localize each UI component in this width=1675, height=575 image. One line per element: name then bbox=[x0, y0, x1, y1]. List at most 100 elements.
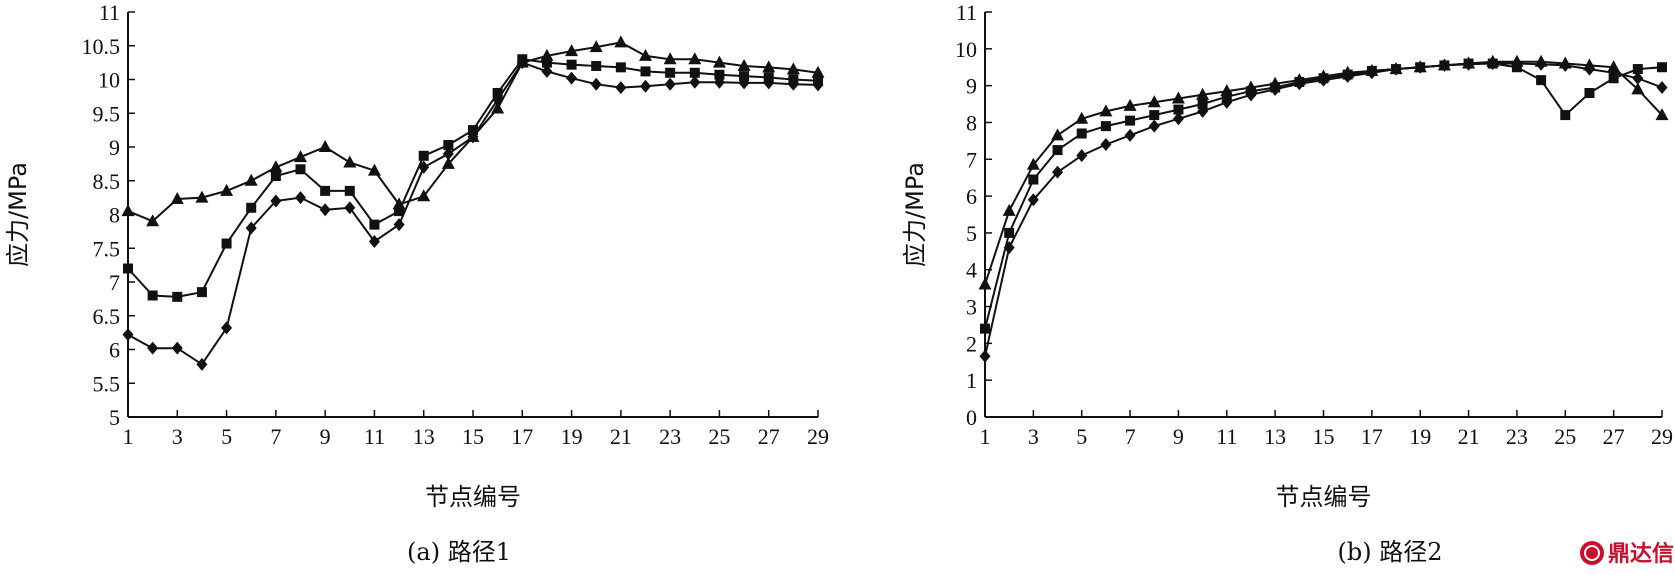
data-point-diamond bbox=[1148, 119, 1160, 133]
watermark-logo-ring bbox=[1584, 545, 1600, 561]
data-point-square bbox=[1173, 104, 1184, 115]
data-point-diamond bbox=[541, 64, 553, 78]
data-point-square bbox=[788, 74, 799, 85]
watermark-logo-icon bbox=[1580, 541, 1604, 565]
x-tick-label: 7 bbox=[1125, 424, 1136, 449]
series-line bbox=[127, 61, 819, 366]
y-tick-label: 10 bbox=[98, 68, 120, 93]
data-point-diamond bbox=[1052, 165, 1064, 179]
series-square bbox=[980, 58, 1667, 334]
data-point-square bbox=[369, 219, 380, 230]
data-point-diamond bbox=[979, 349, 991, 363]
data-point-square bbox=[980, 323, 990, 334]
y-tick-label: 6 bbox=[966, 184, 977, 209]
x-tick-label: 17 bbox=[1361, 424, 1383, 449]
data-point-square bbox=[1657, 62, 1667, 73]
data-point-triangle bbox=[1437, 58, 1451, 71]
x-tick-label: 27 bbox=[1603, 424, 1625, 449]
data-point-triangle bbox=[1558, 56, 1572, 69]
data-point-square bbox=[1004, 227, 1015, 238]
data-point-diamond bbox=[1124, 128, 1136, 142]
x-tick-label: 9 bbox=[320, 424, 331, 449]
series-triangle bbox=[978, 54, 1669, 290]
data-point-square bbox=[295, 164, 306, 175]
x-tick-label: 19 bbox=[1409, 424, 1431, 449]
data-point-diamond bbox=[368, 235, 380, 248]
x-tick-label: 15 bbox=[462, 424, 484, 449]
data-point-diamond bbox=[640, 79, 651, 93]
data-point-diamond bbox=[664, 77, 676, 91]
data-point-triangle bbox=[466, 129, 480, 142]
data-point-square bbox=[813, 75, 823, 86]
series-line bbox=[984, 60, 1663, 285]
data-point-square bbox=[566, 59, 577, 70]
data-point-triangle bbox=[1341, 65, 1355, 78]
data-point-triangle bbox=[565, 44, 579, 57]
data-point-diamond bbox=[295, 191, 306, 205]
y-tick-label: 7 bbox=[109, 270, 120, 295]
data-point-diamond bbox=[393, 218, 405, 232]
data-point-square bbox=[320, 185, 331, 196]
y-tick-label: 10.5 bbox=[82, 34, 121, 59]
data-point-triangle bbox=[343, 155, 357, 168]
y-tick-label: 9 bbox=[966, 74, 977, 99]
data-point-triangle bbox=[146, 214, 160, 227]
x-tick-label: 11 bbox=[364, 424, 385, 449]
data-point-triangle bbox=[1317, 69, 1330, 82]
x-tick-label: 3 bbox=[1028, 424, 1039, 449]
data-point-triangle bbox=[1244, 80, 1258, 93]
series-diamond bbox=[122, 56, 824, 371]
data-point-square bbox=[591, 61, 602, 71]
data-point-square bbox=[443, 139, 454, 150]
data-point-triangle bbox=[417, 189, 431, 202]
data-point-square bbox=[147, 290, 158, 301]
data-point-square bbox=[714, 69, 725, 80]
data-point-triangle bbox=[1123, 98, 1137, 111]
data-point-triangle bbox=[1292, 73, 1306, 86]
data-point-square bbox=[1221, 91, 1232, 102]
data-point-triangle bbox=[737, 59, 751, 71]
data-point-diamond bbox=[171, 341, 183, 355]
x-axis-title: 节点编号 bbox=[1276, 483, 1372, 511]
data-point-triangle bbox=[269, 160, 283, 173]
data-point-triangle bbox=[1365, 63, 1379, 76]
data-point-triangle bbox=[540, 48, 554, 61]
data-point-square bbox=[172, 291, 183, 302]
data-point-square bbox=[418, 150, 429, 161]
data-point-triangle bbox=[1534, 54, 1548, 67]
y-tick-label: 8 bbox=[966, 110, 977, 135]
data-point-triangle bbox=[1582, 58, 1596, 71]
x-tick-label: 21 bbox=[1458, 424, 1480, 449]
data-point-triangle bbox=[978, 277, 992, 290]
y-tick-label: 8 bbox=[109, 203, 120, 228]
y-tick-label: 9.5 bbox=[93, 101, 121, 126]
series-triangle bbox=[121, 35, 825, 227]
data-point-square bbox=[1149, 110, 1160, 121]
data-point-triangle bbox=[1002, 203, 1016, 216]
x-tick-label: 5 bbox=[1076, 424, 1087, 449]
data-point-square bbox=[615, 62, 626, 73]
data-point-triangle bbox=[639, 48, 652, 61]
y-tick-label: 11 bbox=[99, 0, 120, 25]
x-tick-label: 19 bbox=[561, 424, 583, 449]
data-point-diamond bbox=[590, 77, 602, 91]
x-tick-label: 1 bbox=[123, 424, 134, 449]
data-point-triangle bbox=[1655, 108, 1669, 121]
data-point-triangle bbox=[712, 55, 726, 68]
data-point-square bbox=[1584, 88, 1595, 98]
data-point-square bbox=[1632, 64, 1643, 75]
y-axis-title: 应力/MPa bbox=[4, 162, 32, 267]
y-tick-label: 10 bbox=[955, 37, 977, 62]
data-point-triangle bbox=[515, 55, 529, 68]
data-point-diamond bbox=[1172, 112, 1184, 126]
y-tick-label: 11 bbox=[956, 0, 977, 25]
data-point-square bbox=[1052, 145, 1063, 156]
watermark: 鼎达信 bbox=[1580, 541, 1674, 567]
data-point-triangle bbox=[614, 35, 628, 48]
data-point-diamond bbox=[196, 357, 208, 371]
data-point-diamond bbox=[689, 75, 701, 89]
x-tick-label: 25 bbox=[708, 424, 730, 449]
data-point-square bbox=[196, 287, 207, 298]
data-point-square bbox=[1608, 73, 1619, 84]
